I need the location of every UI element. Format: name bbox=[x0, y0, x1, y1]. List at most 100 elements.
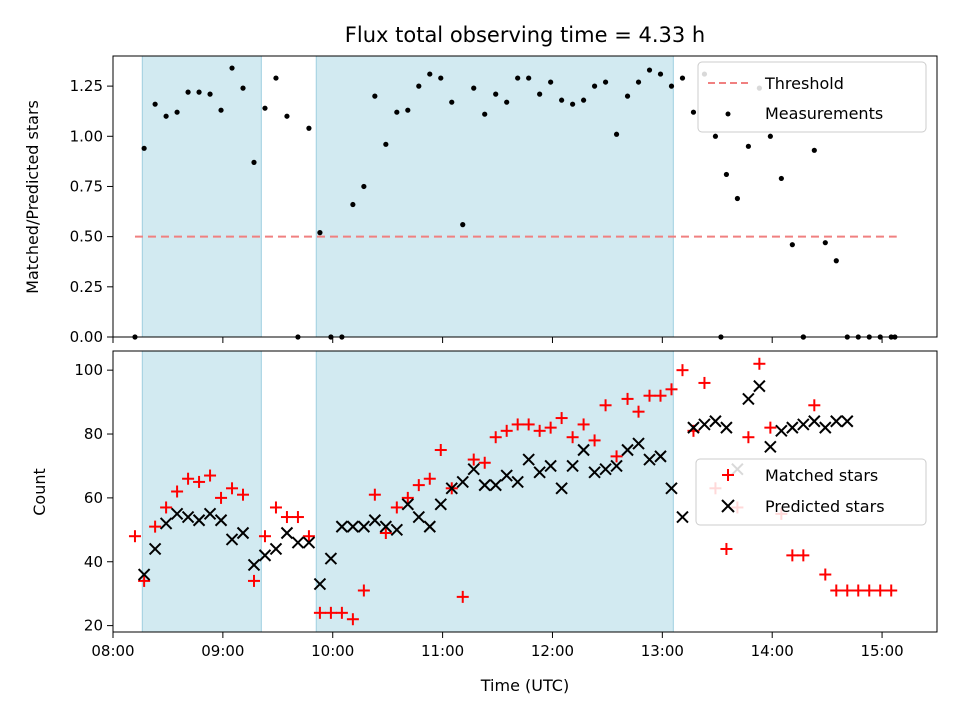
matched-star-point bbox=[478, 456, 491, 469]
measurement-point bbox=[163, 113, 169, 119]
measurement-point bbox=[372, 93, 378, 99]
matched-legend-swatch bbox=[722, 469, 734, 481]
predicted-star-point bbox=[610, 459, 623, 473]
matched-star-point bbox=[500, 424, 513, 437]
predicted-star-point bbox=[753, 379, 766, 393]
predicted-star-point bbox=[786, 421, 799, 434]
matched-star-point bbox=[577, 418, 590, 431]
predicted-star-point bbox=[324, 552, 338, 565]
predicted-star-point bbox=[445, 482, 458, 495]
matched-star-point bbox=[357, 584, 370, 597]
matched-star-point bbox=[885, 584, 898, 597]
matched-star-point bbox=[643, 389, 656, 402]
matched-star-point bbox=[676, 364, 689, 377]
matched-star-point bbox=[401, 491, 414, 504]
count-panel: 20 40 60 80 100 08:00 09:00 10:00 11:00 12:00 13:… bbox=[30, 350, 938, 695]
measurement-point bbox=[767, 133, 773, 139]
measurement-point bbox=[383, 141, 389, 147]
predicted-star-point bbox=[742, 392, 755, 406]
matched-legend-label: Matched stars bbox=[765, 466, 878, 485]
ratio-legend: Threshold Measurements bbox=[697, 61, 927, 133]
matched-star-point bbox=[324, 606, 337, 619]
measurement-point bbox=[559, 97, 565, 103]
matched-star-point bbox=[808, 399, 821, 412]
predicted-star-point bbox=[775, 424, 788, 438]
measurement-point bbox=[416, 83, 422, 89]
matched-star-point bbox=[819, 568, 832, 581]
predicted-star-point bbox=[368, 514, 382, 527]
predicted-star-point bbox=[544, 459, 557, 473]
measurement-point bbox=[822, 240, 828, 246]
observing-windows bbox=[141, 55, 674, 338]
measurement-point bbox=[493, 91, 499, 97]
matched-star-point bbox=[874, 584, 887, 597]
measurement-point bbox=[778, 175, 784, 182]
matched-star-point bbox=[335, 606, 348, 619]
ratio-panel: Flux total observing time = 4.33 h 0.000… bbox=[23, 23, 938, 346]
measurements-legend-label: Measurements bbox=[765, 104, 883, 123]
observing-window-1 bbox=[141, 55, 262, 338]
measurement-point bbox=[185, 89, 191, 95]
predicted-star-point bbox=[577, 443, 590, 457]
measurement-point bbox=[591, 83, 598, 89]
measurement-point bbox=[624, 93, 631, 99]
measurement-point bbox=[262, 105, 268, 111]
predicted-star-point bbox=[357, 520, 371, 533]
x-tick-label: 13:00 bbox=[641, 642, 684, 660]
x-tick-label: 15:00 bbox=[860, 642, 903, 660]
predicted-star-point bbox=[236, 526, 250, 540]
count-x-ticks: 08:00 09:00 10:00 11:00 12:00 13:00 14:00 15:00 bbox=[91, 632, 904, 660]
predicted-star-point bbox=[148, 542, 162, 556]
measurement-point bbox=[580, 97, 587, 103]
measurement-point bbox=[668, 83, 675, 89]
measurement-point bbox=[207, 91, 213, 97]
matched-star-point bbox=[379, 527, 392, 540]
chart-title: Flux total observing time = 4.33 h bbox=[345, 23, 705, 47]
y-tick-label: 20 bbox=[84, 617, 103, 635]
matched-star-point bbox=[555, 412, 568, 425]
ratio-y-axis-label: Matched/Predicted stars bbox=[23, 100, 42, 294]
matched-star-point bbox=[193, 475, 206, 488]
predicted-star-point bbox=[687, 421, 700, 434]
predicted-star-point bbox=[599, 462, 612, 476]
predicted-star-point bbox=[489, 478, 502, 492]
ratio-y-ticks: 0.00 0.25 0.50 0.75 1.00 1.25 bbox=[70, 77, 113, 346]
measurement-point bbox=[548, 79, 554, 85]
measurement-point bbox=[646, 67, 653, 73]
predicted-star-point bbox=[654, 450, 667, 463]
predicted-star-point bbox=[269, 542, 283, 556]
matched-star-point bbox=[412, 479, 425, 492]
matched-star-point bbox=[544, 421, 557, 434]
measurement-point bbox=[833, 258, 839, 264]
matched-star-point bbox=[138, 574, 151, 587]
matched-star-point bbox=[621, 392, 634, 405]
predicted-star-point bbox=[313, 577, 327, 591]
measurement-point bbox=[218, 107, 224, 113]
predicted-star-point bbox=[401, 498, 415, 511]
measurement-point bbox=[273, 75, 279, 81]
predicted-star-point bbox=[676, 510, 689, 524]
predicted-star-point bbox=[500, 469, 513, 482]
predicted-star-point bbox=[423, 520, 436, 533]
predicted-star-point bbox=[698, 418, 711, 431]
measurement-point bbox=[657, 71, 664, 77]
matched-star-point bbox=[215, 491, 228, 504]
ratio-x-ticks bbox=[112, 337, 883, 343]
predicted-star-point bbox=[137, 568, 151, 581]
y-tick-label: 0.00 bbox=[70, 328, 103, 346]
measurement-point bbox=[449, 99, 455, 105]
matched-star-point bbox=[171, 485, 184, 498]
count-marks bbox=[128, 357, 898, 626]
matched-star-point bbox=[588, 434, 601, 447]
predicted-star-point bbox=[632, 437, 645, 450]
measurement-point bbox=[723, 171, 730, 178]
y-tick-label: 40 bbox=[84, 553, 103, 571]
measurement-point bbox=[361, 183, 367, 190]
predicted-star-point bbox=[159, 517, 173, 530]
predicted-star-point bbox=[819, 421, 832, 434]
predicted-star-point bbox=[214, 514, 228, 527]
matched-star-point bbox=[160, 501, 173, 514]
predicted-star-point bbox=[203, 507, 217, 521]
count-legend: Matched stars Predicted stars bbox=[695, 458, 927, 526]
